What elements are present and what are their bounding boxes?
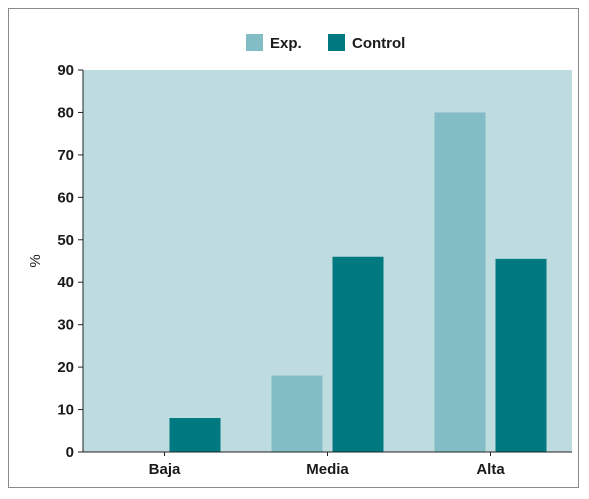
bars — [169, 112, 547, 452]
legend-label: Exp. — [270, 35, 302, 52]
y-tick-label: 0 — [66, 444, 74, 461]
x-tick-label: Baja — [149, 461, 181, 478]
y-axis-ticks: 0 10 20 30 40 50 60 70 80 90 — [57, 62, 83, 461]
y-tick-label: 20 — [57, 359, 74, 376]
legend-swatch — [328, 34, 345, 51]
y-tick-label: 90 — [57, 62, 74, 79]
x-tick-label: Media — [306, 461, 349, 478]
y-tick-label: 60 — [57, 189, 74, 206]
x-tick-label: Alta — [476, 461, 505, 478]
bar-exp-alta — [434, 112, 486, 452]
legend-swatch — [246, 34, 263, 51]
bar-exp-media — [271, 375, 323, 452]
legend-label: Control — [352, 35, 405, 52]
y-tick-label: 50 — [57, 232, 74, 249]
y-tick-label: 70 — [57, 147, 74, 164]
bar-control-baja — [169, 418, 221, 452]
y-axis-label: % — [27, 254, 44, 267]
plot-area — [83, 70, 572, 452]
bar-control-media — [332, 256, 384, 452]
y-tick-label: 10 — [57, 402, 74, 419]
bar-control-alta — [495, 258, 547, 452]
x-axis-labels: Baja Media Alta — [149, 452, 505, 478]
y-tick-label: 30 — [57, 317, 74, 334]
legend: Exp. Control — [246, 34, 405, 52]
y-tick-label: 80 — [57, 104, 74, 121]
y-tick-label: 40 — [57, 274, 74, 291]
